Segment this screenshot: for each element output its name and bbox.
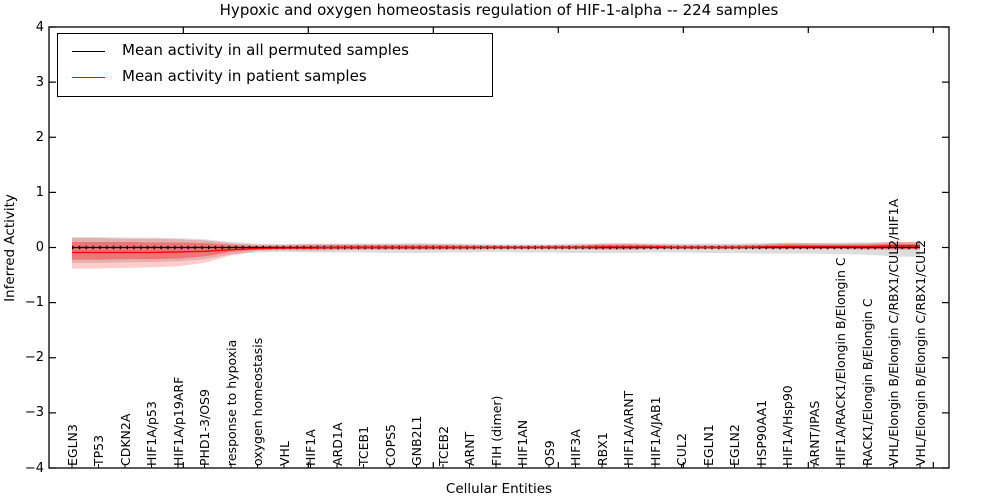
x-category-label: HIF1A/p53: [144, 401, 159, 466]
x-category-label: VHL/Elongin B/Elongin C/RBX1/CUL2/HIF1A: [886, 198, 901, 466]
y-tick-label: 4: [35, 19, 44, 35]
legend-item-permuted: Mean activity in all permuted samples: [58, 39, 492, 65]
x-category-label: ARD1A: [329, 422, 345, 466]
y-tick-label: −2: [24, 350, 44, 366]
y-tick-label: −1: [24, 295, 44, 311]
x-category-label: HSP90AA1: [753, 399, 769, 466]
x-category-label: HIF1A/Hsp90: [780, 385, 795, 466]
x-category-label: VHL: [276, 441, 292, 466]
y-tick-label: −4: [24, 460, 44, 476]
legend: Mean activity in all permuted samples Me…: [57, 33, 493, 97]
x-category-label: response to hypoxia: [223, 339, 239, 466]
x-category-label: COPS5: [382, 424, 398, 466]
x-category-label: TCEB2: [435, 425, 451, 466]
x-category-label: GNB2L1: [409, 415, 424, 466]
y-tick-label: −3: [24, 405, 44, 421]
x-category-label: ARNT/IPAS: [806, 400, 822, 466]
x-category-label: HIF1A/p19ARF: [170, 376, 186, 466]
x-category-label: RACK1/Elongin B/Elongin C: [859, 298, 875, 466]
legend-label-patient: Mean activity in patient samples: [122, 67, 367, 85]
patient-line-sample: [72, 77, 105, 78]
x-category-label: HIF3A: [568, 429, 583, 466]
y-tick-label: 2: [35, 129, 44, 145]
x-category-label: TCEB1: [356, 425, 371, 466]
x-category-label: HIF1A/RACK1/Elongin B/Elongin C: [833, 257, 848, 466]
y-tick-label: 0: [35, 240, 44, 255]
y-tick-label: 3: [35, 74, 44, 90]
x-category-label: HIF1AN: [515, 419, 530, 466]
x-category-label: VHL/Elongin B/Elongin C/RBX1/CUL2: [912, 239, 928, 466]
x-category-label: EGLN3: [64, 424, 80, 466]
permuted-line-sample: [72, 51, 105, 52]
x-axis-label: Cellular Entities: [445, 481, 553, 497]
patient-mean-line: [72, 245, 920, 254]
patient-outer-band: [72, 238, 920, 269]
x-category-label: HIF1A: [303, 429, 318, 466]
x-category-label: OS9: [541, 440, 557, 466]
x-category-label: EGLN2: [727, 424, 742, 466]
x-category-label: HIF1A/JAB1: [647, 396, 663, 466]
x-category-label: ARNT: [462, 431, 477, 466]
x-category-label: CUL2: [674, 433, 689, 466]
x-category-label: oxygen homeostasis: [250, 337, 265, 466]
x-category-label: FIH (dimer): [488, 395, 504, 466]
legend-label-permuted: Mean activity in all permuted samples: [122, 41, 409, 59]
permuted-std-band: [72, 237, 920, 263]
x-category-label: RBX1: [594, 432, 610, 466]
x-category-label: CDKN2A: [117, 413, 133, 466]
y-tick-label: 1: [35, 184, 44, 200]
legend-item-patient: Mean activity in patient samples: [58, 65, 492, 91]
x-category-label: TP53: [91, 434, 106, 466]
x-category-label: HIF1A/ARNT: [621, 390, 636, 466]
x-category-label: PHD1-3/OS9: [197, 389, 212, 466]
x-category-label: EGLN1: [700, 424, 716, 466]
chart-title: Hypoxic and oxygen homeostasis regulatio…: [219, 1, 779, 19]
